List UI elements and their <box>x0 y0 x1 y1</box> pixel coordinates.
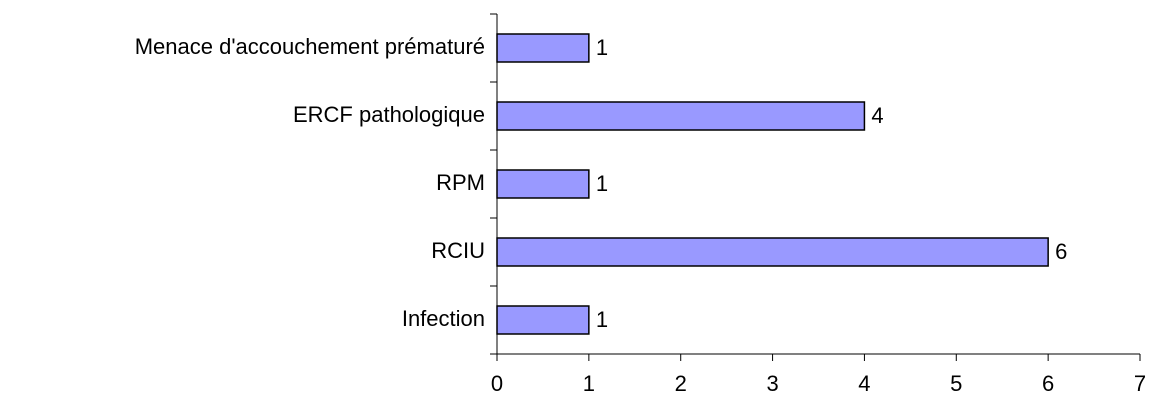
y-tick-label: Infection <box>402 306 485 331</box>
y-tick-label: RPM <box>436 170 485 195</box>
x-tick-label: 0 <box>491 371 503 396</box>
bar <box>496 33 590 63</box>
data-label: 1 <box>596 307 608 332</box>
x-tick-label: 5 <box>950 371 962 396</box>
y-tick-label: Menace d'accouchement prématuré <box>135 34 485 59</box>
bar <box>496 305 590 335</box>
y-tick-label: ERCF pathologique <box>293 102 485 127</box>
data-label: 6 <box>1055 239 1067 264</box>
data-label: 1 <box>596 35 608 60</box>
data-label: 4 <box>871 103 883 128</box>
x-tick-label: 6 <box>1042 371 1054 396</box>
x-tick-label: 7 <box>1134 371 1146 396</box>
x-tick-label: 2 <box>675 371 687 396</box>
bar <box>496 169 590 199</box>
x-tick-label: 4 <box>858 371 870 396</box>
y-tick-label: RCIU <box>431 238 485 263</box>
x-tick-label: 3 <box>766 371 778 396</box>
x-tick-label: 1 <box>583 371 595 396</box>
bar <box>496 237 1049 267</box>
data-label: 1 <box>596 171 608 196</box>
bar <box>496 101 866 131</box>
